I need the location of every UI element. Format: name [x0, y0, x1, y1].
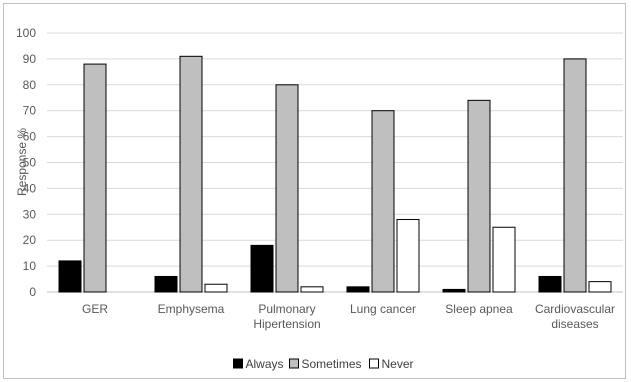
bar-never [300, 286, 324, 293]
bar-sometimes [371, 110, 395, 293]
y-tick-label: 100 [16, 26, 36, 40]
legend-swatch-sometimes [289, 358, 299, 369]
y-tick-label: 10 [23, 259, 37, 273]
y-tick-label: 80 [23, 78, 37, 92]
grid-lines [47, 32, 623, 293]
x-category-label: Lung cancer [350, 302, 416, 316]
y-tick-label: 90 [23, 52, 37, 66]
legend-label-always: Always [246, 357, 284, 371]
bar-never [204, 283, 228, 293]
y-tick-label: 0 [29, 285, 36, 299]
bar-sometimes [179, 55, 203, 293]
bar-sometimes [563, 58, 587, 293]
legend-swatch-always [233, 358, 243, 369]
x-category-label: GER [82, 302, 108, 316]
legend-swatch-never [369, 358, 379, 369]
bar-always [250, 244, 274, 293]
y-tick-label: 40 [23, 181, 37, 195]
bars [58, 55, 612, 293]
y-tick-label: 70 [23, 104, 37, 118]
y-tick-label: 30 [23, 207, 37, 221]
bar-sometimes [83, 63, 107, 293]
bar-always [538, 275, 562, 293]
bar-always [58, 260, 82, 293]
bar-never [492, 226, 516, 293]
legend-label-sometimes: Sometimes [302, 357, 362, 371]
bar-sometimes [275, 84, 299, 293]
x-category-label: diseases [551, 317, 598, 331]
chart-frame [3, 3, 626, 379]
legend: Always Sometimes Never [233, 357, 414, 371]
bar-always [346, 286, 370, 293]
x-category-label: Sleep apnea [445, 302, 513, 316]
y-tick-label: 50 [23, 156, 37, 170]
bar-never [588, 281, 612, 293]
bar-always [154, 275, 178, 293]
y-tick-label: 20 [23, 233, 37, 247]
x-category-label: Cardiovascular [535, 302, 615, 316]
x-category-label: Emphysema [158, 302, 225, 316]
bar-sometimes [467, 99, 491, 293]
bar-always [442, 288, 466, 293]
x-category-label: Pulmonary [258, 302, 315, 316]
bar-never [396, 218, 420, 293]
legend-label-never: Never [382, 357, 414, 371]
y-axis-ticks: 0 10 20 30 40 50 60 70 80 90 100 [16, 26, 36, 299]
x-category-label: Hipertension [253, 317, 320, 331]
y-axis-label: Response % [15, 128, 29, 196]
y-tick-label: 60 [23, 130, 37, 144]
